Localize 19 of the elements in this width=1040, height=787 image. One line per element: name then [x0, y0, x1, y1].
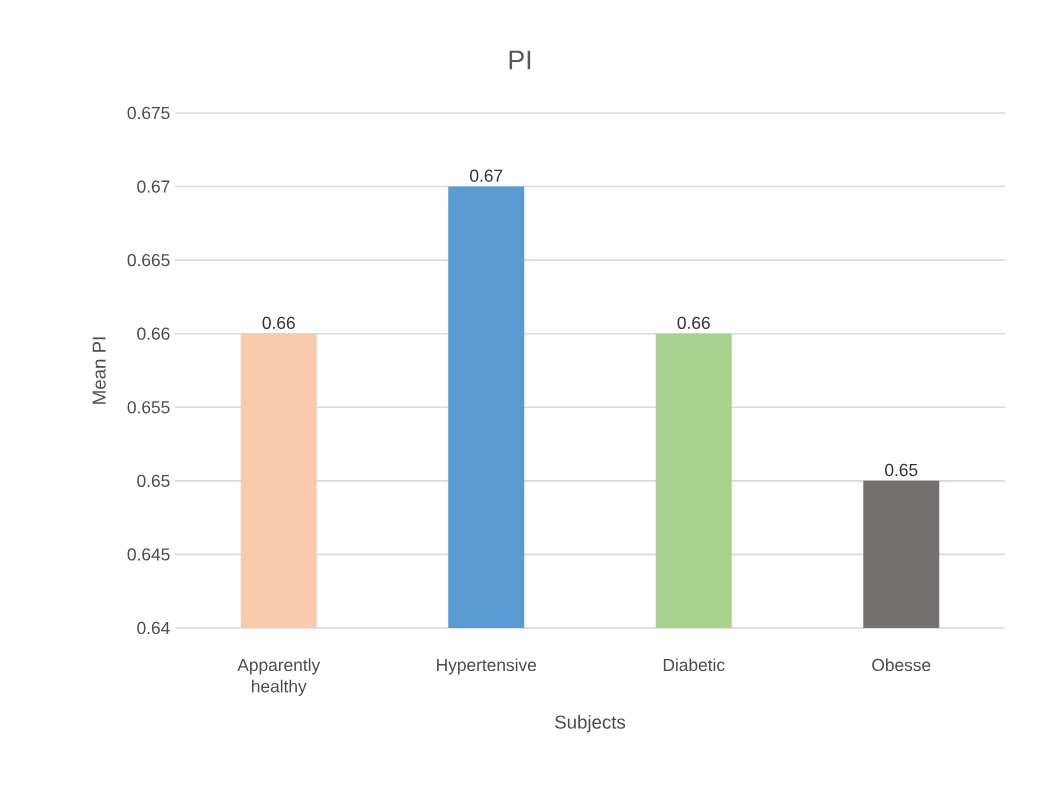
- data-label: 0.65: [885, 463, 918, 477]
- x-tick-label: Hypertensive: [437, 658, 537, 675]
- y-tick-label: 0.675: [127, 106, 170, 120]
- x-tick-label: Obesse: [872, 658, 931, 672]
- y-tick-label: 0.655: [127, 401, 170, 414]
- y-tick-label: 0.645: [127, 548, 170, 561]
- chart-title: PI: [509, 50, 531, 70]
- x-tick-label: Apparently healthy: [237, 658, 321, 696]
- x-tick-label: Diabetic: [663, 658, 725, 672]
- data-label: 0.66: [677, 316, 710, 329]
- data-label: 0.66: [262, 316, 295, 329]
- y-tick-label: 0.66: [137, 327, 170, 340]
- y-tick-label: 0.67: [137, 180, 170, 193]
- y-tick-label: 0.65: [137, 474, 170, 487]
- data-label: 0.67: [470, 169, 503, 182]
- y-tick-label: 0.64: [137, 621, 170, 635]
- y-axis-title: Mean PI: [92, 337, 106, 404]
- y-tick-label: 0.665: [127, 253, 170, 267]
- x-axis-title: Subjects: [555, 715, 626, 733]
